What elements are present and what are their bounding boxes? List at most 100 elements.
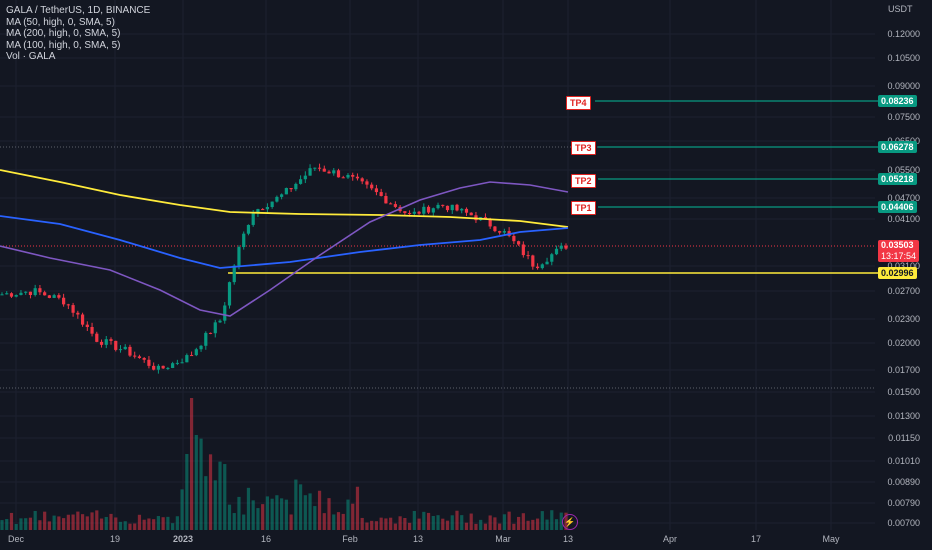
- volume-legend[interactable]: Vol · GALA: [6, 51, 56, 62]
- volume-bar: [517, 516, 521, 530]
- candle-body: [114, 340, 118, 350]
- candle-body: [0, 294, 4, 296]
- tp4-label[interactable]: TP4: [566, 96, 591, 110]
- ma200-legend[interactable]: MA (200, high, 0, SMA, 5): [6, 28, 121, 39]
- volume-bar: [308, 493, 312, 530]
- volume-bar: [540, 511, 544, 530]
- volume-bar: [137, 514, 142, 530]
- volume-bar: [384, 518, 388, 530]
- candle-body: [261, 209, 265, 211]
- volume-bar: [526, 520, 530, 530]
- volume-bar: [488, 515, 492, 530]
- volume-bar: [57, 516, 61, 530]
- tp2-label[interactable]: TP2: [571, 174, 596, 188]
- candle-body: [289, 188, 293, 190]
- candle-body: [128, 346, 132, 356]
- price-tick-label: 0.05500: [887, 165, 920, 175]
- candle-body: [194, 349, 198, 356]
- candle-body: [90, 327, 94, 334]
- candle-body: [133, 355, 137, 357]
- candle-body: [76, 312, 80, 315]
- volume-bar: [474, 523, 478, 530]
- lightning-icon[interactable]: ⚡: [562, 514, 578, 530]
- volume-bar: [246, 487, 251, 530]
- candle-body: [204, 332, 208, 346]
- volume-bar: [317, 490, 322, 530]
- candle-body: [237, 247, 241, 266]
- candle-body: [109, 339, 113, 341]
- candle-body: [313, 167, 317, 169]
- price-tick-label: 0.02000: [887, 338, 920, 348]
- candle-body: [166, 367, 170, 369]
- volume-bar: [14, 523, 18, 530]
- candle-body: [95, 333, 99, 342]
- candle-body: [460, 208, 464, 211]
- tp3-label[interactable]: TP3: [571, 141, 596, 155]
- candle-body: [346, 174, 350, 178]
- candle-body: [298, 179, 303, 184]
- candle-body: [351, 174, 355, 177]
- volume-bar: [445, 520, 450, 530]
- candle-body: [455, 204, 459, 211]
- volume-bar: [417, 518, 421, 530]
- candle-body: [24, 291, 28, 293]
- candle-body: [189, 355, 194, 357]
- volume-bar: [43, 511, 47, 530]
- ma50-legend[interactable]: MA (50, high, 0, SMA, 5): [6, 16, 115, 28]
- volume-bar: [502, 514, 506, 530]
- candle-body: [431, 208, 435, 213]
- volume-bar: [52, 515, 56, 530]
- time-tick-label: 16: [260, 534, 272, 544]
- volume-bar: [398, 516, 402, 530]
- candle-body: [213, 322, 217, 334]
- candle-body: [175, 362, 179, 364]
- price-tick-label: 0.04700: [887, 193, 920, 203]
- tp1-price-tag: 0.04406: [878, 201, 917, 213]
- candle-body: [251, 213, 255, 225]
- candle-body: [256, 209, 260, 214]
- ma50-line: [0, 181, 569, 317]
- volume-bar: [370, 520, 374, 530]
- volume-bar: [99, 518, 104, 530]
- candle-body: [99, 341, 104, 345]
- volume-bar: [80, 514, 85, 530]
- candle-body: [545, 261, 549, 265]
- candle-body: [218, 320, 222, 323]
- candle-body: [123, 346, 127, 350]
- candle-body: [317, 167, 322, 169]
- time-tick-label: May: [822, 534, 840, 544]
- candle-body: [483, 217, 488, 219]
- candle-body: [208, 332, 213, 334]
- price-tick-label: 0.01150: [888, 433, 920, 443]
- candle-body: [417, 211, 421, 214]
- tp1-label[interactable]: TP1: [571, 201, 596, 215]
- candle-body: [374, 188, 379, 193]
- current-price: 0.03503: [881, 240, 914, 250]
- candle-body: [171, 363, 175, 368]
- volume-bar: [156, 516, 161, 530]
- candle-body: [450, 204, 454, 211]
- volume-bar: [251, 500, 255, 530]
- candle-body: [52, 295, 56, 298]
- volume-bar: [9, 512, 14, 530]
- time-tick-label: 13: [412, 534, 424, 544]
- volume-bar: [393, 523, 397, 530]
- volume-bar: [199, 438, 203, 530]
- ma100-legend[interactable]: MA (100, high, 0, SMA, 5): [6, 39, 121, 51]
- symbol-title[interactable]: GALA / TetherUS, 1D, BINANCE: [6, 5, 151, 16]
- volume-bar: [71, 514, 75, 530]
- volume-bar: [280, 498, 284, 530]
- candle-body: [403, 211, 407, 214]
- volume-bar: [0, 520, 4, 530]
- candle-body: [5, 293, 9, 295]
- price-tick-label: 0.09000: [887, 81, 920, 91]
- candle-body: [137, 356, 142, 359]
- candle-body: [441, 204, 445, 206]
- candle-body: [161, 365, 165, 369]
- volume-bar: [545, 519, 549, 530]
- volume-bar: [232, 513, 236, 530]
- candle-body: [550, 254, 554, 262]
- volume-bar: [327, 498, 331, 530]
- volume-bar: [152, 519, 156, 530]
